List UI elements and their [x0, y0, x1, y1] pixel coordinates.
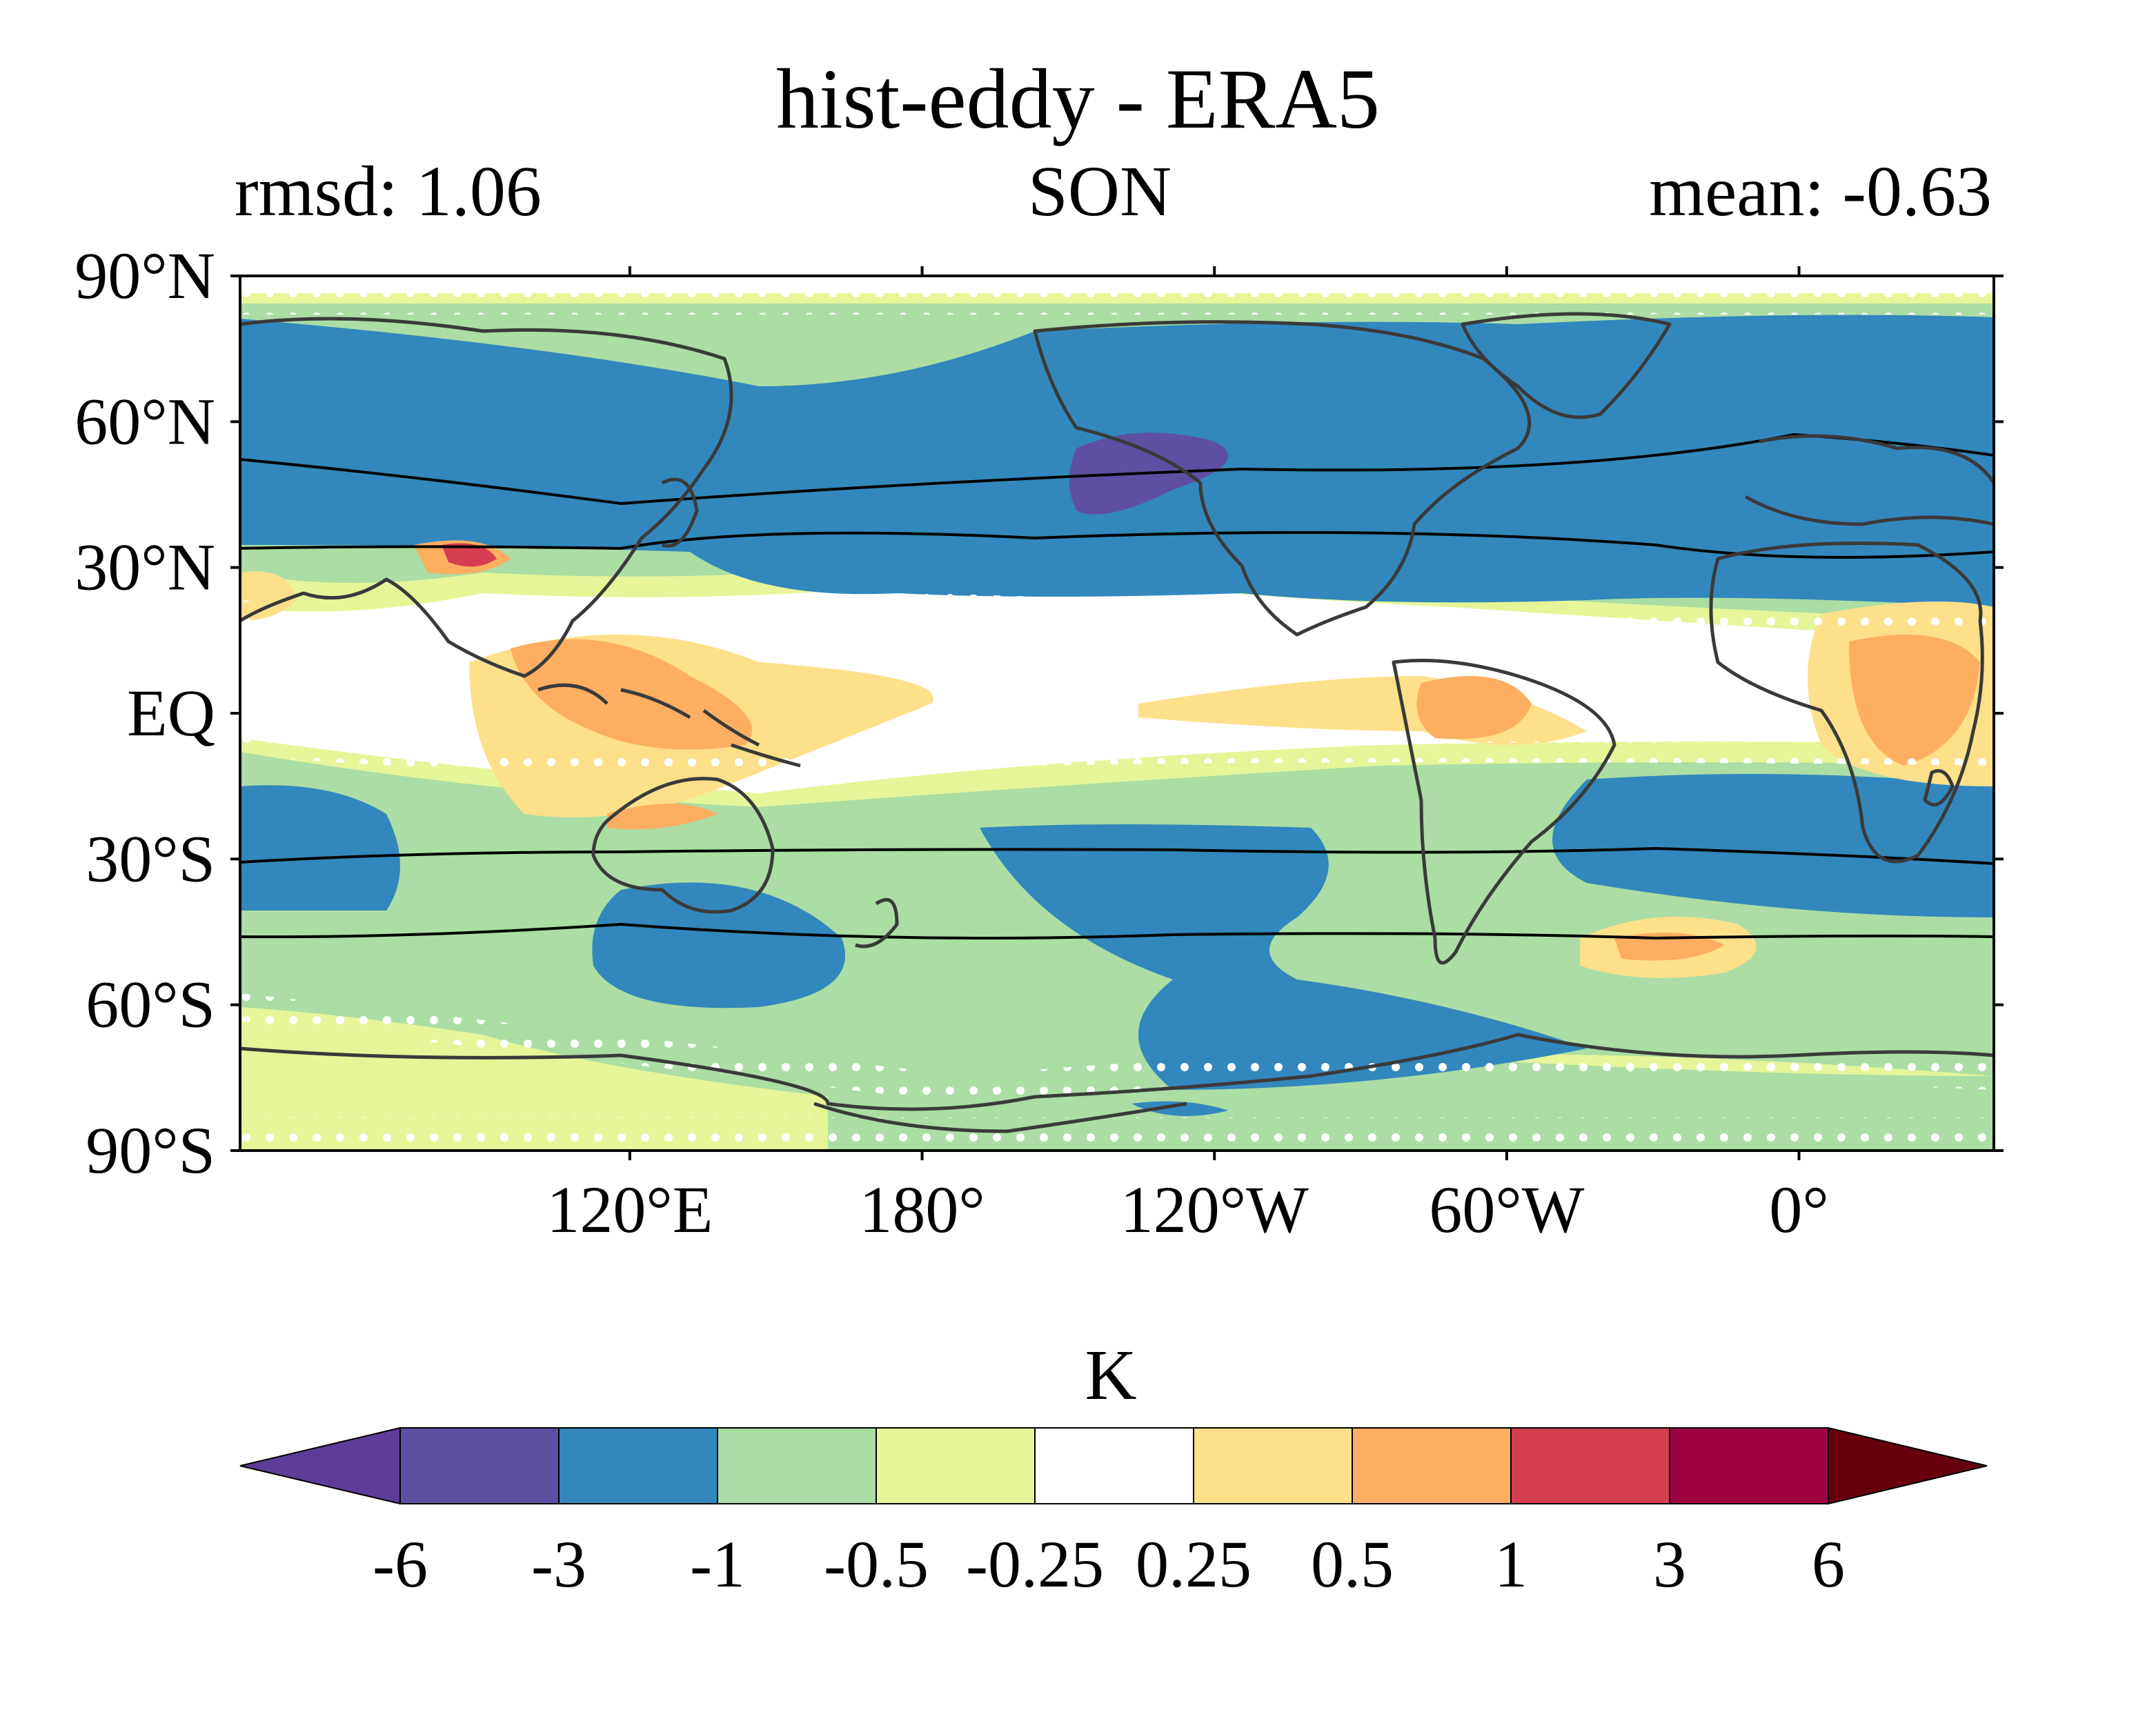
- y-tick-label: 60°N: [75, 384, 215, 458]
- y-axis: 90°N 60°N 30°N EQ 30°S 60°S 90°S: [75, 239, 2004, 1187]
- season-label: SON: [1028, 152, 1172, 231]
- colorbar-extend-max: [1828, 1426, 1988, 1505]
- colorbar-tick-label: 0.5: [1311, 1527, 1394, 1601]
- colorbar-tick-label: 0.25: [1136, 1527, 1252, 1601]
- colorbar-tick-label: -0.25: [966, 1527, 1104, 1601]
- y-tick-label: EQ: [127, 676, 215, 750]
- colorbar-tick-label: 3: [1653, 1527, 1686, 1601]
- colorbar-box: [1669, 1427, 1829, 1504]
- colorbar-tick-label: 6: [1812, 1527, 1845, 1601]
- colorbar-extend-min: [239, 1426, 401, 1505]
- y-tick-label: 90°S: [86, 1113, 215, 1187]
- colorbar-tick-label: -3: [531, 1527, 586, 1601]
- colorbar-box: [876, 1427, 1036, 1504]
- y-tick-label: 30°S: [86, 822, 215, 895]
- y-tick-label: 30°N: [75, 530, 215, 604]
- colorbar-box: [399, 1427, 560, 1504]
- colorbar-box: [1510, 1427, 1670, 1504]
- colorbar-tick-label: -0.5: [824, 1527, 929, 1601]
- chart-title: hist-eddy - ERA5: [776, 52, 1380, 146]
- x-axis: 120°E 180° 120°W 60°W 0°: [546, 266, 1829, 1246]
- x-tick-label: 60°W: [1429, 1173, 1584, 1246]
- x-tick-label: 0°: [1769, 1173, 1828, 1246]
- colorbar: -6 -3 -1 -0.5 -0.25 0.25 0.5 1 3 6: [239, 1426, 1988, 1601]
- mean-label: mean: -0.63: [1649, 152, 1992, 231]
- colorbar-tick-label: -6: [373, 1527, 428, 1601]
- colorbar-tick-label: 1: [1494, 1527, 1527, 1601]
- colorbar-box: [1193, 1427, 1353, 1504]
- rmsd-label: rmsd: 1.06: [235, 152, 542, 231]
- colorbar-tick-label: -1: [690, 1527, 745, 1601]
- x-tick-label: 120°W: [1120, 1173, 1309, 1246]
- y-tick-label: 60°S: [86, 968, 215, 1042]
- y-tick-label: 90°N: [75, 239, 215, 312]
- colorbar-unit-label: K: [1085, 1335, 1137, 1415]
- x-tick-label: 180°: [859, 1173, 985, 1246]
- colorbar-box: [1034, 1427, 1194, 1504]
- x-tick-label: 120°E: [546, 1173, 713, 1246]
- colorbar-box: [558, 1427, 718, 1504]
- colorbar-box: [717, 1427, 877, 1504]
- map-field: [240, 276, 1994, 1151]
- colorbar-box: [1352, 1427, 1512, 1504]
